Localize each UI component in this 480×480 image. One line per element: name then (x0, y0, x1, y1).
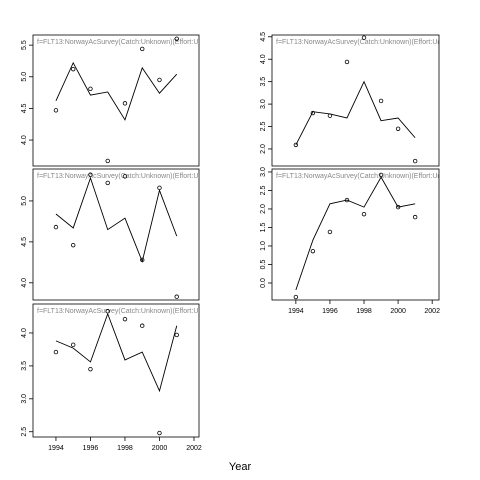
point (344, 59, 350, 65)
y-tick-label: 3.5 (21, 361, 28, 371)
y-tick-label: 4.5 (260, 32, 267, 42)
panel-frame (271, 168, 440, 301)
panel-frame (32, 168, 200, 301)
point (71, 342, 76, 348)
panel: f=FLT13:NorwayAcSurvey(Catch:Unknown)(Ef… (260, 167, 441, 315)
point (310, 248, 316, 254)
x-tick-label: 1998 (117, 445, 133, 452)
y-tick-label: 0.5 (260, 260, 267, 270)
panel-title: f=FLT13:NorwayAcSurvey(Catch:Unknown)(Ef… (37, 308, 202, 315)
x-tick-label: 2002 (186, 445, 202, 452)
y-tick-label: 3.0 (260, 167, 267, 177)
panel-title: f=FLT13:NorwayAcSurvey(Catch:Unknown)(Ef… (276, 173, 441, 180)
y-tick-label: 0.0 (260, 278, 267, 288)
y-tick-label: 2.5 (260, 185, 267, 195)
point (140, 46, 145, 52)
panel: f=FLT13:NorwayAcSurvey(Catch:Unknown)(Ef… (260, 32, 441, 167)
point (122, 316, 128, 322)
line (295, 176, 416, 291)
panel-frame (271, 34, 440, 167)
x-tick-label: 1994 (288, 308, 304, 315)
y-tick-label: 2.5 (260, 122, 267, 132)
line (55, 61, 178, 121)
x-tick-label: 1998 (356, 308, 372, 315)
y-tick-label: 4.5 (21, 237, 28, 247)
y-tick-label: 4.5 (21, 103, 28, 113)
point (88, 172, 93, 177)
point (361, 35, 367, 40)
point (122, 101, 128, 106)
point (174, 294, 179, 299)
y-tick-label: 3.0 (260, 99, 267, 109)
point (378, 98, 384, 104)
point (174, 332, 179, 338)
x-tick-label: 1996 (83, 445, 99, 452)
line (55, 312, 178, 393)
y-tick-label: 2.5 (21, 427, 28, 437)
x-tick-label: 2000 (390, 308, 406, 315)
x-tick-label: 1996 (322, 308, 338, 315)
panel: f=FLT13:NorwayAcSurvey(Catch:Unknown)(Ef… (21, 168, 202, 301)
point (88, 366, 93, 372)
panel: f=FLT13:NorwayAcSurvey(Catch:Unknown)(Ef… (21, 34, 202, 167)
panel-frame (32, 34, 200, 167)
point (174, 36, 179, 41)
point (53, 108, 59, 113)
y-tick-label: 2.0 (260, 144, 267, 154)
point (412, 214, 418, 220)
point (157, 77, 162, 83)
point (327, 229, 333, 235)
y-tick-label: 3.0 (21, 394, 28, 404)
panel-title: f=FLT13:NorwayAcSurvey(Catch:Unknown)(Ef… (37, 39, 202, 46)
point (71, 66, 76, 72)
point (53, 224, 59, 230)
point (157, 430, 162, 436)
point (395, 126, 401, 131)
line (295, 80, 416, 146)
point (88, 86, 93, 91)
point (293, 142, 299, 148)
y-tick-label: 1.5 (260, 222, 267, 232)
point (361, 211, 367, 217)
point (293, 294, 299, 300)
y-tick-label: 4.0 (21, 328, 28, 338)
y-tick-label: 4.0 (260, 54, 267, 64)
x-tick-label: 2002 (424, 308, 440, 315)
point (71, 242, 76, 248)
y-tick-label: 5.0 (21, 72, 28, 82)
x-axis-label: Year (229, 461, 252, 473)
point (412, 158, 418, 164)
panel: f=FLT13:NorwayAcSurvey(Catch:Unknown)(Ef… (21, 303, 202, 452)
y-tick-label: 4.0 (21, 135, 28, 145)
y-tick-label: 5.0 (21, 196, 28, 206)
y-tick-label: 2.0 (260, 204, 267, 214)
point (310, 110, 316, 116)
panel-frame (32, 303, 200, 438)
x-tick-label: 2000 (152, 445, 168, 452)
y-tick-label: 5.5 (21, 40, 28, 50)
y-tick-label: 1.0 (260, 241, 267, 251)
point (105, 158, 110, 164)
line (55, 176, 178, 264)
y-tick-label: 3.5 (260, 77, 267, 87)
point (53, 349, 59, 355)
point (122, 174, 128, 179)
panel-title: f=FLT13:NorwayAcSurvey(Catch:Unknown)(Ef… (37, 173, 202, 180)
x-tick-label: 1994 (48, 445, 64, 452)
point (105, 180, 110, 186)
panel-title: f=FLT13:NorwayAcSurvey(Catch:Unknown)(Ef… (276, 39, 441, 46)
y-tick-label: 4.0 (21, 278, 28, 288)
point (140, 323, 145, 328)
